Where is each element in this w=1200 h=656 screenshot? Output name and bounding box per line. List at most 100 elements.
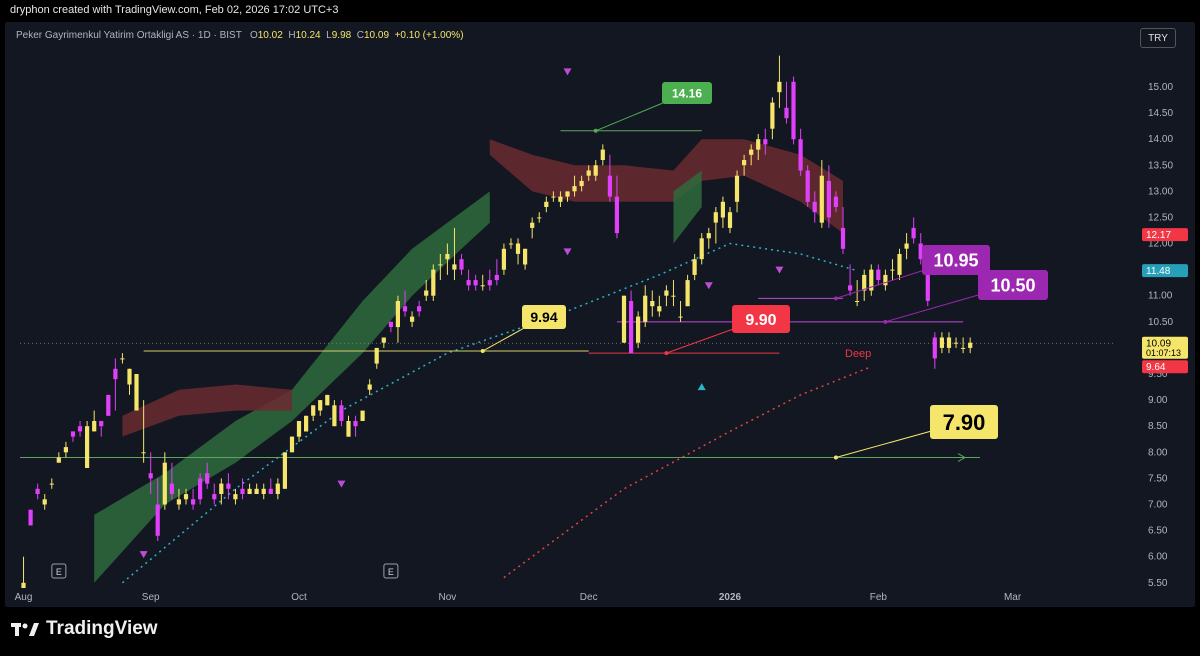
candle-body xyxy=(607,175,612,197)
candle-body xyxy=(777,81,782,93)
candle xyxy=(763,128,768,155)
event-label: E xyxy=(56,567,62,577)
candle xyxy=(657,295,662,317)
candle xyxy=(918,233,923,265)
candle-body xyxy=(219,483,224,494)
candle-body xyxy=(523,248,528,265)
price-axis-badge-text: 11.48 xyxy=(1146,266,1171,277)
candle xyxy=(268,478,273,495)
candle-body xyxy=(374,347,379,364)
sell-signal-marker xyxy=(563,248,572,256)
time-tick-label: Nov xyxy=(439,592,457,603)
candle-body xyxy=(381,337,386,343)
candle-body xyxy=(438,264,443,266)
candle-body xyxy=(183,494,189,500)
candle-body xyxy=(445,254,450,260)
candle xyxy=(191,488,196,510)
candle xyxy=(671,280,676,307)
callout-anchor xyxy=(883,319,888,324)
candle xyxy=(466,269,471,291)
sell-signal-marker xyxy=(139,551,148,559)
candle-body xyxy=(127,368,132,385)
price-tick-label: 7.50 xyxy=(1148,473,1168,484)
tradingview-brand: TradingView xyxy=(46,618,158,639)
candle-body xyxy=(410,316,415,322)
candle xyxy=(699,233,704,265)
candle-body xyxy=(869,269,874,291)
candle-body xyxy=(657,306,662,312)
chart-panel[interactable] xyxy=(5,22,1195,607)
open-label: O xyxy=(249,30,258,41)
candle-body xyxy=(113,368,118,380)
candle-body xyxy=(466,280,471,286)
event-earnings: E xyxy=(51,563,67,579)
candle-body xyxy=(141,452,146,454)
candle xyxy=(664,285,669,307)
candle xyxy=(63,441,68,458)
low-label: L xyxy=(326,30,332,41)
callout-label: 10.50 xyxy=(990,275,1035,295)
candle-body xyxy=(275,483,280,494)
currency-button[interactable]: TRY xyxy=(1140,28,1176,48)
candle-body xyxy=(318,400,323,411)
candle xyxy=(339,400,344,427)
candle xyxy=(21,556,26,588)
candle xyxy=(508,238,514,249)
price-tick-label: 12.00 xyxy=(1148,239,1173,250)
candle xyxy=(530,217,535,239)
candle-body xyxy=(268,488,273,494)
tradingview-logo[interactable]: TradingView xyxy=(10,618,158,640)
callout-label: 7.90 xyxy=(943,410,986,435)
candle xyxy=(946,332,952,354)
candle xyxy=(473,274,478,291)
candle-body xyxy=(742,160,747,166)
cyan-dotted-average xyxy=(121,242,858,584)
candle-body xyxy=(551,196,556,198)
candle xyxy=(247,483,252,495)
candle-body xyxy=(494,274,499,281)
candle xyxy=(28,509,33,526)
candle xyxy=(819,160,824,228)
candle xyxy=(240,478,245,500)
callout-anchor xyxy=(833,296,838,301)
candle xyxy=(56,452,61,463)
candle-body xyxy=(734,175,740,202)
symbol-name: Peker Gayrimenkul Yatirim Ortakligi AS ·… xyxy=(16,30,242,41)
candle-body xyxy=(819,175,824,223)
candle-body xyxy=(325,394,330,406)
candle-body xyxy=(565,191,570,197)
candle-body xyxy=(968,342,973,348)
candle xyxy=(275,478,280,500)
candle xyxy=(254,483,259,495)
candle xyxy=(148,452,153,495)
candle xyxy=(876,264,881,286)
candle xyxy=(727,207,733,234)
candle xyxy=(636,311,641,348)
candle xyxy=(311,405,316,421)
candle-body xyxy=(932,337,937,359)
callout-anchor xyxy=(480,349,485,354)
candle-body xyxy=(918,243,923,260)
candle-body xyxy=(353,421,358,427)
callout-9-94: 9.94 xyxy=(480,305,566,354)
candle-body xyxy=(614,196,619,234)
candle xyxy=(410,311,415,328)
candle xyxy=(325,394,330,406)
candle xyxy=(374,347,379,369)
candle xyxy=(494,259,499,286)
attribution-text: dryphon created with TradingView.com, Fe… xyxy=(10,4,339,16)
candle-body xyxy=(28,509,33,526)
candle-body xyxy=(685,280,690,307)
candle xyxy=(840,207,846,254)
candle xyxy=(629,290,634,354)
candle-body xyxy=(169,483,174,494)
callout-7-90: 7.90 xyxy=(833,405,998,460)
price-tick-label: 9.00 xyxy=(1148,395,1168,406)
candle xyxy=(692,253,697,281)
candle-body xyxy=(198,478,203,500)
candle xyxy=(706,227,711,249)
price-axis-badge-bg xyxy=(1142,336,1188,359)
candle-body xyxy=(692,259,697,275)
candle xyxy=(402,290,408,317)
